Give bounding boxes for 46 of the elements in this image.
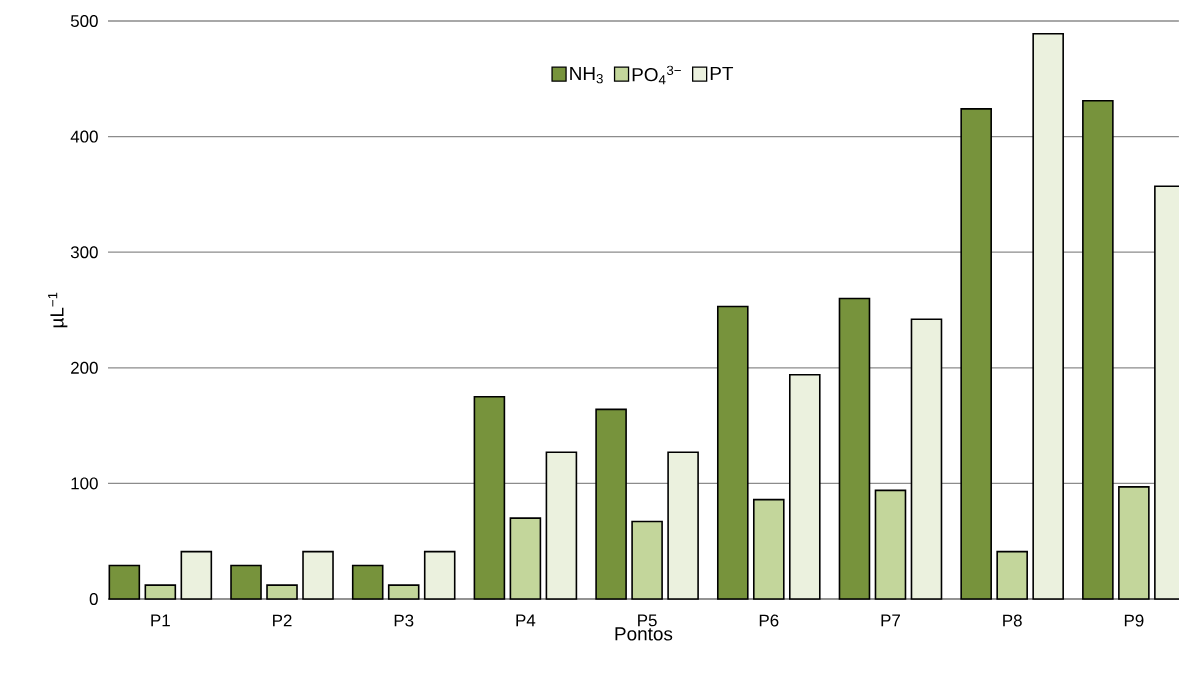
y-tick-label: 100 (71, 477, 98, 490)
x-tick-label: P8 (1003, 614, 1022, 627)
y-tick-label: 400 (70, 130, 98, 143)
bar (545, 451, 578, 600)
bar (230, 564, 262, 600)
x-tick-label: P6 (759, 614, 779, 627)
bar (716, 305, 749, 600)
bar (667, 451, 699, 600)
bar (996, 550, 1028, 600)
bar (874, 489, 907, 600)
bar (473, 395, 506, 600)
y-tick-label: 500 (70, 15, 98, 27)
x-tick-label: P3 (394, 614, 414, 627)
legend-label: NH$_{3}$ (570, 66, 603, 84)
bar (1032, 32, 1064, 600)
x-tick-label: P1 (151, 614, 170, 627)
y-tick-label: 300 (70, 246, 98, 259)
bar (838, 297, 871, 600)
x-tick-label: P7 (881, 614, 900, 627)
x-tick-label: P2 (273, 614, 292, 627)
x-tick-label: P9 (1124, 614, 1144, 627)
bar (595, 408, 627, 600)
bar (266, 584, 298, 600)
bar (180, 550, 213, 600)
y-tick-label: 200 (71, 361, 98, 374)
x-tick-label: P4 (516, 614, 536, 627)
bar (960, 108, 992, 600)
bar (387, 584, 420, 600)
bar (631, 520, 663, 600)
y-axis-title: µL$^{−1}$ (48, 292, 68, 328)
bar (788, 373, 821, 600)
bar (351, 564, 384, 600)
bar (752, 498, 785, 600)
bar (1118, 486, 1150, 600)
x-tick-label: P5 (638, 614, 657, 627)
x-axis-title: Pontos (615, 627, 673, 641)
bar (423, 550, 456, 600)
bar (910, 318, 943, 600)
bar (509, 517, 542, 600)
bar (144, 584, 177, 600)
legend-label: PO$_{4}$3− (632, 65, 681, 85)
y-tick-label: 0 (89, 593, 98, 605)
bar (302, 550, 334, 600)
bar (1082, 99, 1114, 600)
bar (108, 564, 141, 600)
legend-label: PT (710, 66, 734, 80)
